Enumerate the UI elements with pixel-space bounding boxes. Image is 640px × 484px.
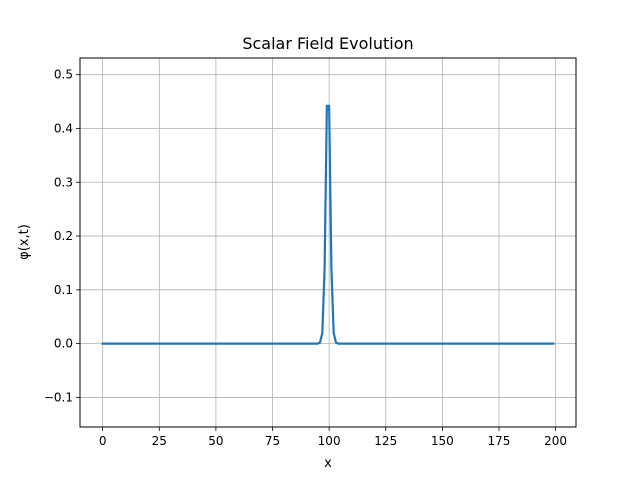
- x-tick-label: 150: [431, 434, 454, 448]
- tick-layer: 0 25 50 75 100 125 150 175 200 −0.1 0.0 0.1 0.2 0.3 0.…: [44, 68, 567, 448]
- y-tick-label: 0.0: [54, 337, 73, 351]
- y-tick-label: 0.4: [54, 121, 73, 135]
- series-layer: [101, 104, 555, 345]
- series-line: [101, 104, 555, 345]
- plot-frame: [79, 57, 577, 428]
- x-tick-label: 200: [544, 434, 567, 448]
- y-axis-label: φ(x,t): [17, 224, 32, 260]
- x-tick-label: 175: [488, 434, 511, 448]
- y-tick-label: 0.3: [54, 175, 73, 189]
- x-axis-label: x: [324, 456, 332, 471]
- chart-title: Scalar Field Evolution: [242, 34, 413, 53]
- y-tick-label: 0.5: [54, 68, 73, 82]
- grid-layer: [80, 58, 576, 427]
- x-tick-label: 0: [99, 434, 107, 448]
- x-tick-label: 50: [208, 434, 223, 448]
- y-tick-label: 0.1: [54, 283, 73, 297]
- x-tick-label: 25: [152, 434, 167, 448]
- x-tick-label: 125: [374, 434, 397, 448]
- y-tick-label: 0.2: [54, 229, 73, 243]
- y-tick-label: −0.1: [44, 390, 73, 404]
- x-tick-label: 100: [318, 434, 341, 448]
- x-tick-label: 75: [265, 434, 280, 448]
